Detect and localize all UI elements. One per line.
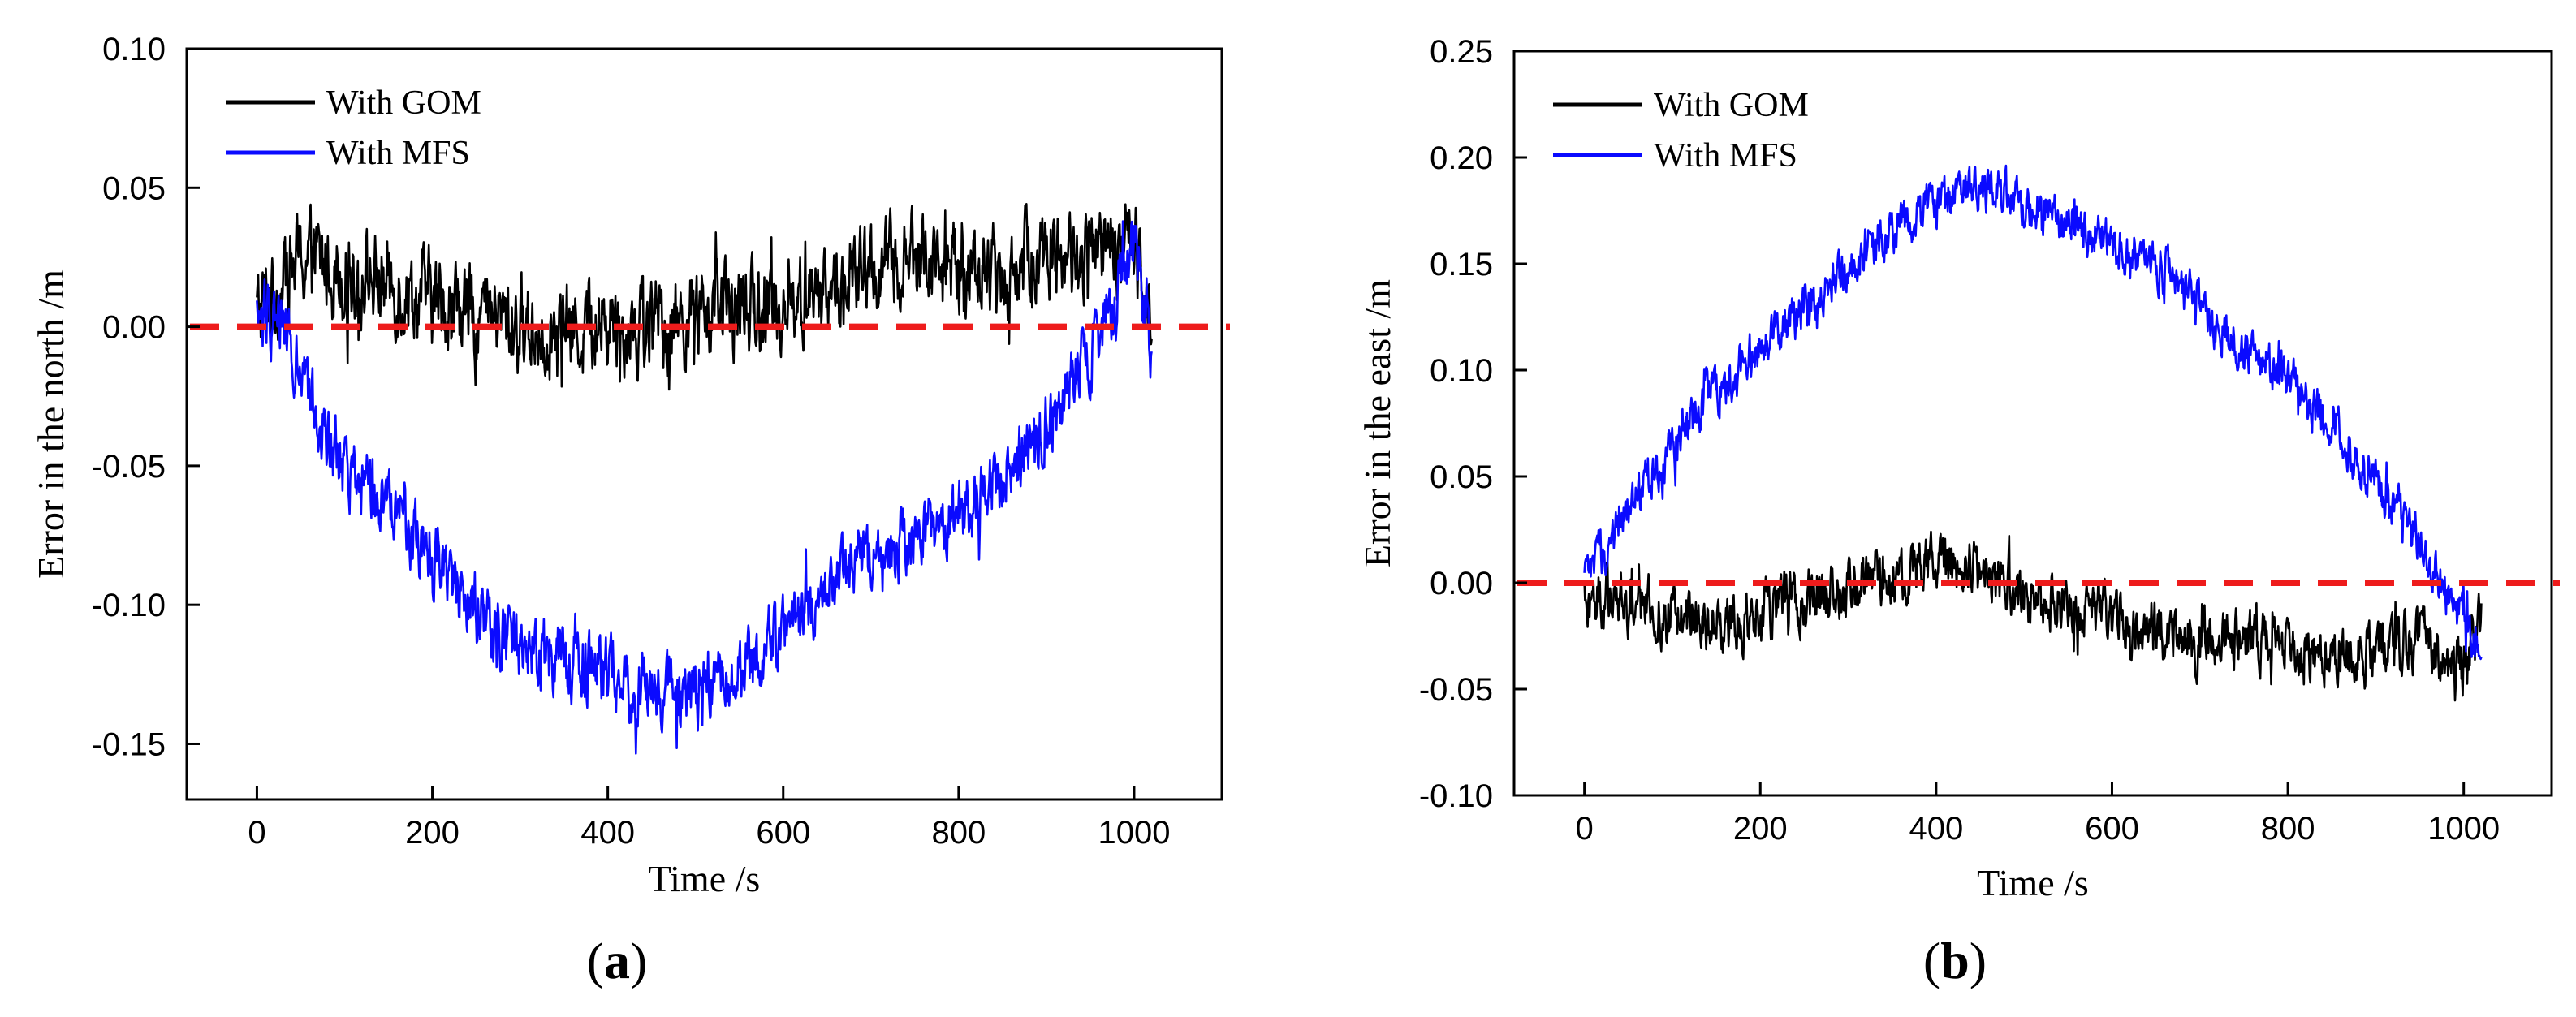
y-axis-title: Error in the north /m <box>30 269 71 579</box>
x-tick-label: 200 <box>405 815 460 851</box>
x-tick-label: 400 <box>1909 811 1963 847</box>
y-tick-label: 0.15 <box>1430 247 1493 282</box>
legend-label: With MFS <box>1654 137 1797 175</box>
series-line-with-gom <box>1583 530 2483 702</box>
x-tick-label: 800 <box>2261 811 2315 847</box>
x-axis-title: Time /s <box>1977 862 2089 903</box>
y-tick-label: -0.10 <box>92 588 166 623</box>
y-tick-label: 0.10 <box>102 32 166 67</box>
x-tick-label: 200 <box>1733 811 1788 847</box>
x-tick-label: 400 <box>580 815 635 851</box>
series-line-with-mfs <box>256 220 1153 755</box>
x-axis-title: Time /s <box>649 858 761 899</box>
y-tick-label: 0.25 <box>1430 34 1493 70</box>
x-tick-label: 600 <box>756 815 810 851</box>
series-line-with-gom <box>256 203 1153 391</box>
x-tick-label: 0 <box>1576 811 1594 847</box>
legend-label: With GOM <box>1654 87 1809 124</box>
y-tick-label: 0.05 <box>1430 459 1493 495</box>
y-tick-label: 0.10 <box>1430 353 1493 389</box>
y-tick-label: 0.00 <box>102 310 166 346</box>
panel-label: (a) <box>587 932 648 989</box>
y-tick-label: -0.05 <box>1419 672 1493 708</box>
x-tick-label: 0 <box>248 815 265 851</box>
x-tick-label: 1000 <box>1098 815 1170 851</box>
legend-label: With GOM <box>326 84 481 122</box>
x-tick-label: 1000 <box>2427 811 2500 847</box>
chart-panel-a: 0 200 400 600 800 1000 -0.15 -0.10 -0.05 0.00 0.05… <box>30 32 1230 989</box>
y-axis-title: Error in the east /m <box>1357 279 1398 567</box>
y-tick-label: -0.15 <box>92 726 166 762</box>
x-tick-label: 600 <box>2085 811 2139 847</box>
plot-frame <box>1512 50 2553 797</box>
y-tick-label: -0.05 <box>92 449 166 485</box>
plot-frame <box>185 47 1223 801</box>
y-tick-label: -0.10 <box>1419 778 1493 814</box>
y-tick-label: 0.20 <box>1430 140 1493 176</box>
legend-label: With MFS <box>326 135 470 172</box>
chart-panel-b: 0 200 400 600 800 1000 -0.10 -0.05 0.00 0.05 0.10 0… <box>1357 34 2560 989</box>
y-tick-label: 0.00 <box>1430 566 1493 601</box>
y-tick-label: 0.05 <box>102 170 166 206</box>
panel-label: (b) <box>1923 932 1987 989</box>
x-tick-label: 800 <box>931 815 986 851</box>
series-line-with-mfs <box>1583 164 2483 661</box>
